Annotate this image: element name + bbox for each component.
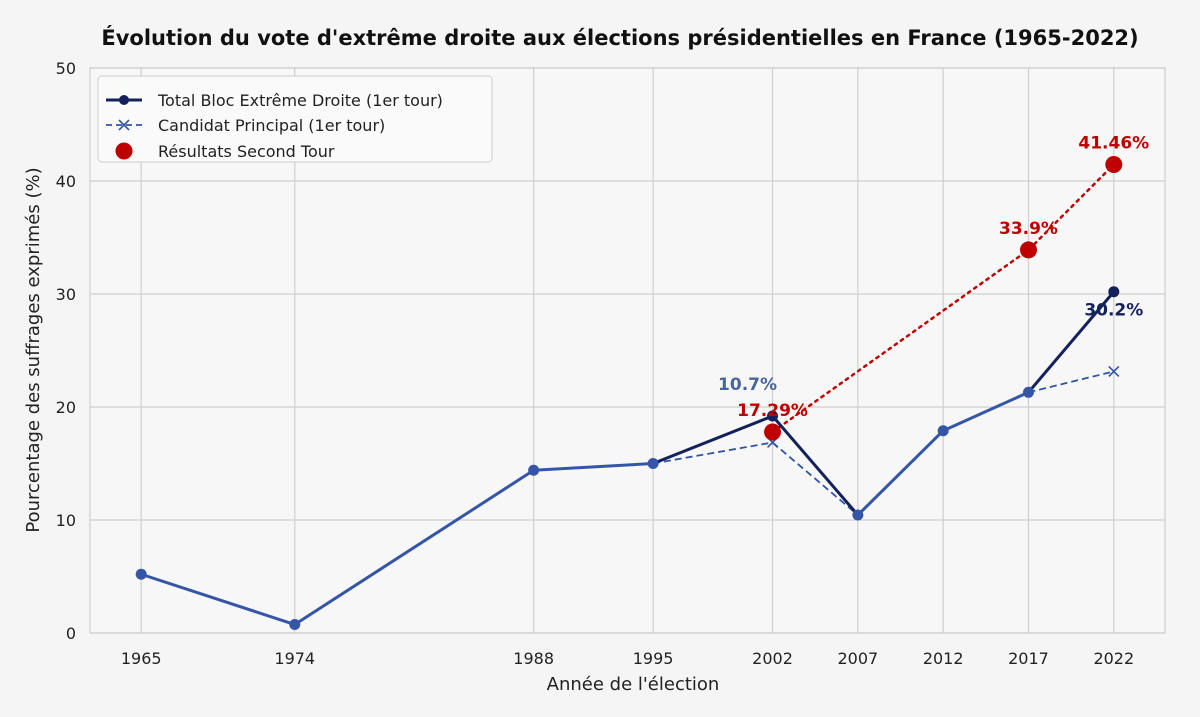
y-tick-label: 0	[66, 624, 76, 643]
series-line-overlap-segment	[533, 462, 654, 472]
total-point	[852, 509, 864, 521]
x-tick-label: 2002	[752, 649, 793, 668]
x-tick-label: 2017	[1008, 649, 1049, 668]
candidat-point	[1108, 365, 1120, 377]
y-tick-label: 30	[56, 285, 76, 304]
series-line-total-segment	[652, 414, 774, 465]
total-point	[1022, 386, 1034, 398]
series-line-overlap-segment	[293, 469, 535, 626]
x-tick-label: 2012	[923, 649, 964, 668]
chart-title: Évolution du vote d'extrême droite aux é…	[101, 25, 1138, 50]
legend-label: Total Bloc Extrême Droite (1er tour)	[157, 91, 443, 110]
series-line-candidat-segment	[1028, 370, 1115, 394]
series-line-total-segment	[1027, 290, 1115, 394]
y-tick-label: 40	[56, 172, 76, 191]
total-point	[767, 410, 779, 422]
total-point	[289, 619, 301, 631]
x-axis-label: Année de l'élection	[547, 674, 720, 695]
legend-marker-second-tour	[115, 142, 133, 160]
legend: Total Bloc Extrême Droite (1er tour) Cand…	[97, 75, 493, 163]
legend-marker-total	[119, 95, 129, 105]
legend-label: Candidat Principal (1er tour)	[158, 116, 385, 135]
second-tour-point	[764, 423, 782, 441]
y-tick-label: 50	[56, 59, 76, 78]
annotation-label: 30.2%	[1084, 301, 1143, 321]
plot-frame	[89, 67, 1166, 634]
total-point	[1108, 286, 1120, 298]
series-line-candidat-segment	[771, 441, 859, 516]
annotation-label: 10.7%	[718, 375, 777, 395]
total-point	[937, 425, 949, 437]
x-tick-label: 1995	[633, 649, 674, 668]
second-tour-point	[1105, 156, 1123, 174]
series-line-overlap-segment	[856, 429, 945, 517]
y-tick-label: 20	[56, 398, 76, 417]
annotation-label: 33.9%	[999, 219, 1058, 239]
plot-area: 0 10 20 30 40 50 1965 1974 1988 1995 2002 2007 2012 2…	[56, 59, 1166, 668]
series-line-total-segment	[771, 415, 859, 517]
series-line-overlap-segment	[140, 572, 296, 626]
y-axis-label: Pourcentage des suffrages exprimés (%)	[23, 167, 44, 532]
x-tick-label: 2007	[837, 649, 878, 668]
annotation-label: 41.46%	[1078, 134, 1149, 154]
x-tick-label: 1974	[274, 649, 315, 668]
total-point	[135, 568, 147, 580]
legend-box	[97, 75, 493, 163]
annotation-label: 17.29%	[737, 401, 808, 421]
x-tick-label: 1965	[121, 649, 162, 668]
legend-marker-candidat	[118, 119, 130, 131]
second-tour-point	[1019, 241, 1037, 259]
total-point	[647, 458, 659, 469]
x-tick-label: 2022	[1093, 649, 1134, 668]
y-tick-label: 10	[56, 511, 76, 530]
series-line-candidat-segment	[652, 441, 773, 465]
x-tick-label: 1988	[513, 649, 554, 668]
legend-label: Résultats Second Tour	[158, 142, 335, 161]
series-line-overlap-segment	[942, 390, 1030, 433]
total-point	[528, 464, 540, 476]
